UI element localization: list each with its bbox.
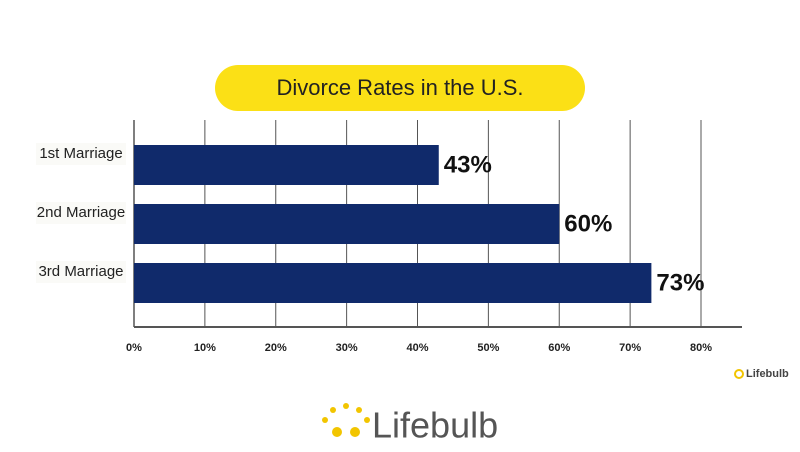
x-tick-label: 50% <box>477 342 499 354</box>
logo-icon <box>322 403 370 437</box>
x-tick-label: 10% <box>194 342 216 354</box>
logo: Lifebulb <box>372 405 498 446</box>
bar <box>134 263 652 303</box>
y-tick-label: 1st Marriage <box>36 143 126 165</box>
bar <box>134 145 439 185</box>
x-tick-label: 30% <box>336 342 358 354</box>
title-pill <box>215 65 585 111</box>
value-label: 60% <box>564 210 612 237</box>
x-tick-label: 0% <box>126 342 142 354</box>
value-label: 43% <box>444 151 492 178</box>
value-label: 73% <box>656 269 704 296</box>
y-tick-label: 3rd Marriage <box>36 261 126 283</box>
chart-title: Divorce Rates in the U.S. <box>277 75 524 100</box>
x-tick-label: 60% <box>548 342 570 354</box>
watermark: Lifebulb <box>746 368 789 380</box>
x-tick-label: 20% <box>265 342 287 354</box>
x-tick-label: 80% <box>690 342 712 354</box>
y-tick-label: 2nd Marriage <box>36 202 126 224</box>
bar <box>134 204 560 244</box>
watermark-icon <box>734 369 744 379</box>
x-tick-label: 40% <box>406 342 428 354</box>
x-tick-label: 70% <box>619 342 641 354</box>
